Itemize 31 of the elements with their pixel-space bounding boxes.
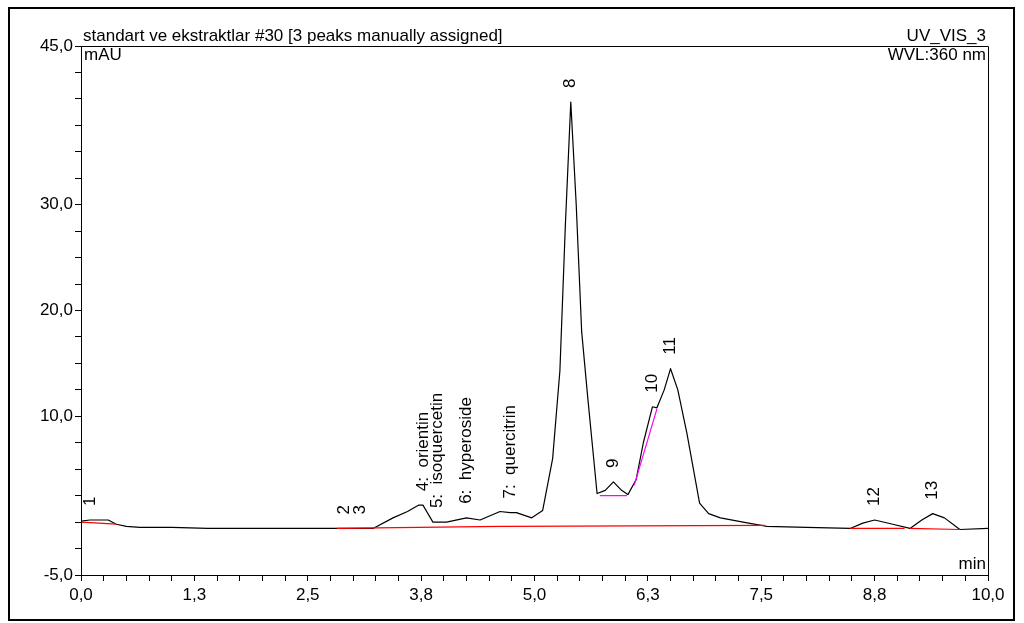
- x-tick-label: 7,5: [749, 584, 774, 604]
- annotation: 8: [560, 78, 580, 89]
- y-tick-label: 30,0: [39, 194, 73, 214]
- text: UV_VIS_3: [906, 26, 986, 46]
- annotation: WVL:360 nm: [887, 45, 986, 65]
- x-tick-label: 1,3: [182, 584, 207, 604]
- x-tick-label: 0,0: [69, 584, 93, 604]
- x-axis-title: min: [958, 554, 986, 574]
- annotation: 7: quercitrin: [499, 405, 519, 499]
- y-tick-label: 20,0: [39, 300, 73, 320]
- y-tick-label: 45,0: [39, 35, 73, 55]
- x-tick-label: 3,8: [409, 584, 433, 604]
- annotation: 10: [642, 373, 662, 393]
- x-tick-label: 8,8: [862, 584, 887, 604]
- y-tick-label: -5,0: [43, 564, 73, 584]
- annotation: 11: [660, 337, 680, 355]
- annotation: 5: isoquercetin: [427, 392, 447, 509]
- annotation: 1: [79, 496, 99, 506]
- x-tick-label: 10,0: [971, 584, 1005, 604]
- x-tick-label: 2,5: [295, 584, 320, 604]
- x-tick-label: 5,0: [522, 584, 547, 604]
- annotation: 3: [350, 504, 370, 515]
- annotation: 9: [603, 458, 623, 468]
- annotation: 6: hyperoside: [456, 397, 476, 504]
- x-tick-label: 6,3: [636, 584, 660, 604]
- annotation: 12: [864, 487, 884, 506]
- annotation: 2: [333, 504, 353, 515]
- annotation: 13: [922, 480, 942, 500]
- chart-title: standart ve ekstraktlar #30 [3 peaks manually assigned]: [83, 26, 503, 46]
- y-axis-title: mAU: [84, 45, 122, 65]
- y-tick-label: 10,0: [39, 405, 73, 425]
